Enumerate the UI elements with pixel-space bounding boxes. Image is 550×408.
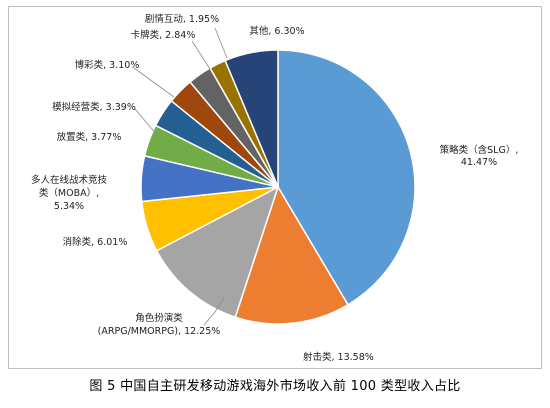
slice-label-line: 5.34% — [54, 201, 84, 212]
slice-label-line: 多人在线战术竞技 — [31, 174, 108, 186]
slice-label-line: 策略类（含SLG）, — [440, 144, 519, 156]
chart-frame: 策略类（含SLG）, 41.47% 射击类, 13.58% 角色扮演类 (ARPG/MM… — [8, 6, 542, 369]
leader-line — [214, 27, 228, 59]
slice-label-line: 剧情互动, 1.95% — [145, 13, 219, 25]
slice-label-line: 模拟经营类, 3.39% — [52, 101, 136, 113]
slice-label-line: 放置类, 3.77% — [57, 131, 122, 143]
slice-label: 博彩类, 3.10% — [75, 59, 140, 71]
slice-label-line: 角色扮演类 — [135, 312, 183, 324]
pie-slice — [224, 49, 279, 188]
slice-label: 角色扮演类 (ARPG/MMORPG), 12.25% — [98, 312, 221, 337]
slice-label-line: (ARPG/MMORPG), 12.25% — [98, 326, 221, 337]
leader-line — [133, 67, 175, 98]
slice-label: 卡牌类, 2.84% — [131, 29, 196, 41]
slice-label: 多人在线战术竞技类（MOBA）, 5.34% — [31, 174, 108, 212]
slice-label: 剧情互动, 1.95% — [145, 13, 219, 25]
figure-caption: 图 5 中国自主研发移动游戏海外市场收入前 100 类型收入占比 — [89, 379, 461, 394]
pie-slice — [234, 185, 349, 325]
pie-chart: 策略类（含SLG）, 41.47% 射击类, 13.58% 角色扮演类 (ARPG/MM… — [31, 13, 518, 363]
leader-line — [134, 108, 158, 136]
slices-layer — [140, 49, 416, 325]
slice-label: 模拟经营类, 3.39% — [52, 101, 136, 113]
leader-line — [191, 40, 211, 70]
slice-label-line: 射击类, 13.58% — [303, 351, 374, 363]
slice-label: 策略类（含SLG）, 41.47% — [440, 144, 519, 168]
leader-line — [203, 296, 225, 326]
leaders-layer — [133, 27, 228, 326]
slice-label: 消除类, 6.01% — [63, 236, 128, 248]
labels-layer: 策略类（含SLG）, 41.47% 射击类, 13.58% 角色扮演类 (ARPG/MM… — [31, 13, 518, 363]
slice-label-line: 卡牌类, 2.84% — [131, 29, 196, 41]
pie-slice — [277, 49, 416, 306]
slice-label: 放置类, 3.77% — [57, 131, 122, 143]
slice-label-line: 类（MOBA）, — [39, 187, 99, 199]
slice-label: 其他, 6.30% — [249, 25, 304, 37]
slice-label-line: 其他, 6.30% — [249, 25, 304, 37]
slice-label-line: 消除类, 6.01% — [63, 236, 128, 248]
pie-slice — [155, 185, 280, 319]
slice-label-line: 41.47% — [461, 157, 497, 168]
slice-label-line: 博彩类, 3.10% — [75, 59, 140, 71]
slice-label: 射击类, 13.58% — [303, 351, 374, 363]
